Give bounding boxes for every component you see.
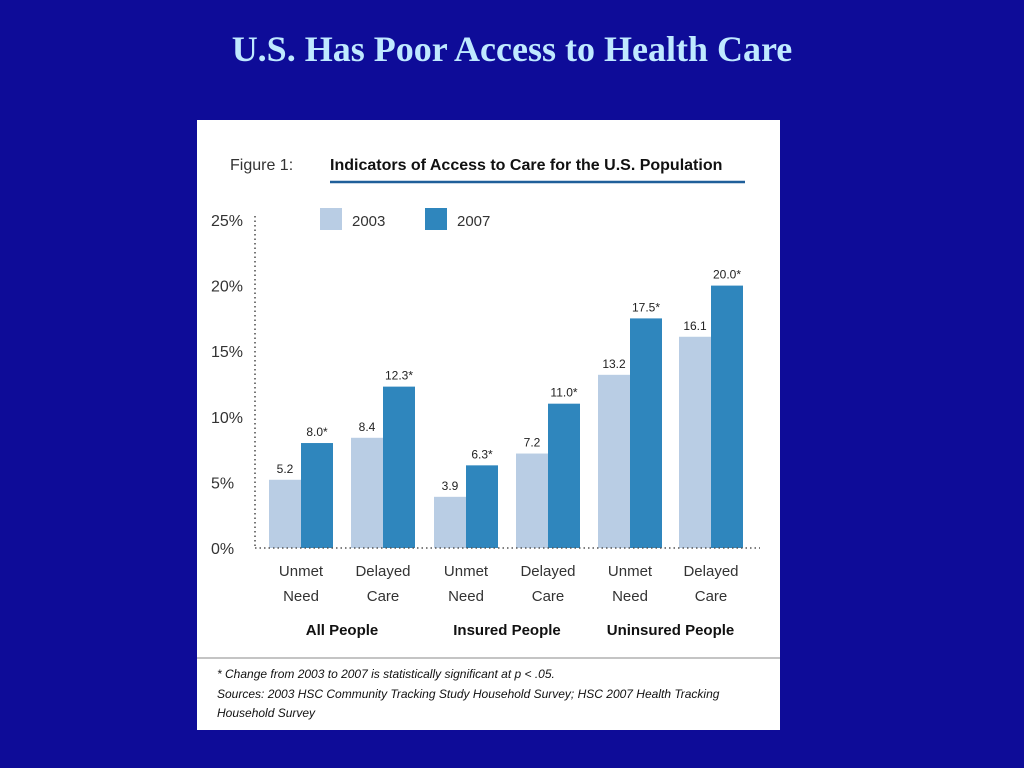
bar-2007-1 (383, 386, 415, 548)
data-label: 17.5* (632, 300, 660, 314)
y-tick-label: 15% (211, 344, 243, 361)
figure-panel: Figure 1: Indicators of Access to Care f… (197, 120, 780, 730)
y-tick-label: 0% (211, 541, 234, 558)
category-label: Care (695, 588, 728, 605)
bar-2007-2 (466, 465, 498, 548)
data-label: 7.2 (524, 436, 541, 450)
bar-2003-0 (269, 479, 301, 548)
group-label: Insured People (453, 622, 561, 639)
y-tick-label: 25% (211, 213, 243, 230)
bar-2003-2 (434, 496, 466, 548)
category-label: Need (283, 588, 319, 605)
data-label: 16.1 (683, 319, 707, 333)
data-label: 20.0* (713, 268, 741, 282)
category-label: Delayed (520, 563, 575, 580)
data-label: 12.3* (385, 369, 413, 383)
data-label: 8.4 (359, 420, 376, 434)
category-label: Need (612, 588, 648, 605)
data-label: 5.2 (277, 462, 294, 476)
bars: 5.2 8.0* 8.4 12.3* 3.9 6.3* 7.2 11.0* 13.2 17.5* 1… (269, 268, 743, 548)
legend: 2003 2007 (320, 208, 490, 230)
category-label: Need (448, 588, 484, 605)
y-tick-label: 10% (211, 410, 243, 427)
bar-2007-4 (630, 318, 662, 548)
category-label: Delayed (355, 563, 410, 580)
figure-title: Indicators of Access to Care for the U.S… (330, 157, 722, 174)
legend-swatch-2007 (425, 208, 447, 230)
y-axis: 0% 5% 10% 15% 20% 25% (211, 213, 256, 558)
category-label: Unmet (444, 563, 489, 580)
data-label: 6.3* (471, 447, 493, 461)
legend-label-2003: 2003 (352, 213, 385, 230)
y-tick-label: 5% (211, 475, 234, 492)
slide-title: U.S. Has Poor Access to Health Care (231, 29, 793, 69)
bar-2003-3 (516, 453, 548, 548)
bar-2003-4 (598, 374, 630, 548)
bar-2003-1 (351, 437, 383, 548)
category-label: Care (367, 588, 400, 605)
category-label: Care (532, 588, 565, 605)
legend-label-2007: 2007 (457, 213, 490, 230)
bar-2007-3 (548, 403, 580, 548)
category-label: Unmet (279, 563, 324, 580)
figure-number: Figure 1: (230, 157, 293, 174)
data-label: 11.0* (550, 386, 577, 400)
sources-line-2: Household Survey (217, 706, 316, 720)
group-label: Uninsured People (607, 622, 735, 639)
legend-swatch-2003 (320, 208, 342, 230)
y-tick-label: 20% (211, 279, 243, 296)
bar-chart: Figure 1: Indicators of Access to Care f… (197, 157, 780, 720)
x-axis: Unmet Need Delayed Care Unmet Need Delayed Care… (255, 547, 760, 639)
bar-2007-5 (711, 285, 743, 548)
footnote: * Change from 2003 to 2007 is statistica… (217, 667, 555, 681)
sources-line-1: Sources: 2003 HSC Community Tracking Stu… (217, 687, 720, 701)
category-label: Unmet (608, 563, 653, 580)
data-label: 8.0* (306, 425, 328, 439)
category-label: Delayed (683, 563, 738, 580)
group-label: All People (306, 622, 379, 639)
data-label: 13.2 (602, 357, 626, 371)
data-label: 3.9 (442, 479, 459, 493)
bar-2003-5 (679, 336, 711, 548)
bar-2007-0 (301, 443, 333, 548)
